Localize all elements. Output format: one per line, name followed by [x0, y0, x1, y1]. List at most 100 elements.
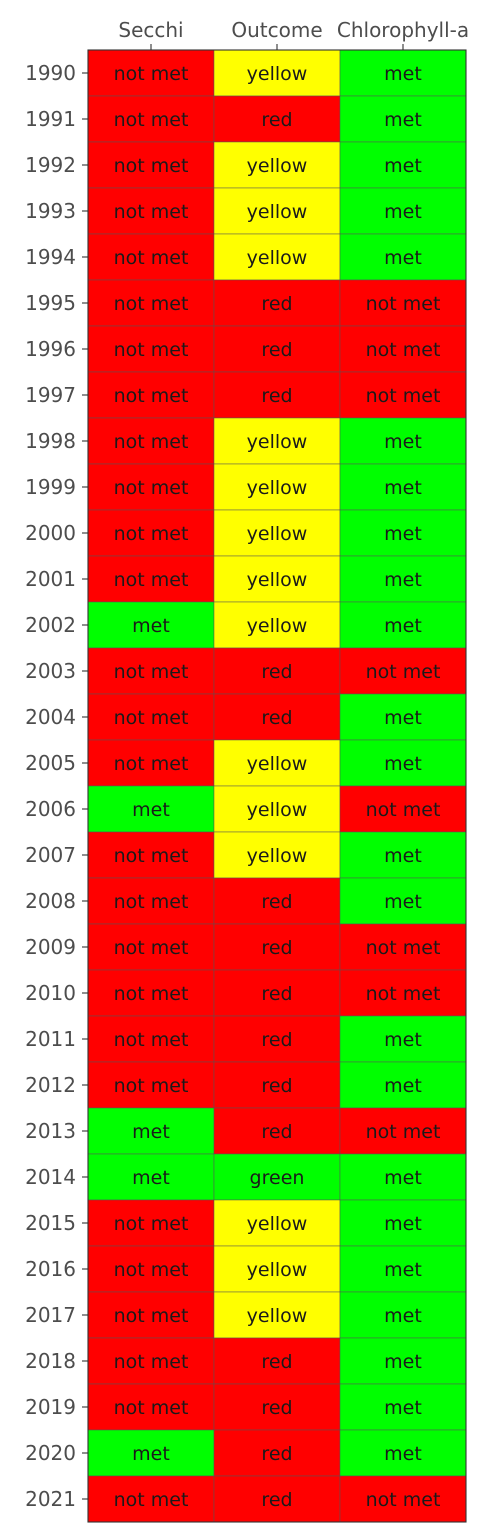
cell-label: met	[384, 1029, 422, 1051]
heatmap-cell	[213, 325, 341, 373]
cell-label: yellow	[247, 523, 308, 545]
cell-label: not met	[114, 1305, 189, 1327]
heatmap-cell	[213, 969, 341, 1017]
cell-label: not met	[366, 937, 441, 959]
row-tick-label: 1994	[25, 245, 76, 269]
cell-label: not met	[114, 937, 189, 959]
column-axis: Secchi Outcome Chlorophyll-a	[118, 18, 469, 50]
row-tick-label: 2012	[25, 1073, 76, 1097]
row-axis: 1990 1991 1992 1993 1994 1995 1996 1997 1998 1999…	[25, 61, 88, 1511]
heatmap-cell	[339, 1475, 467, 1523]
heatmap-cell	[87, 371, 215, 419]
heatmap-cell	[87, 1107, 215, 1155]
cell-label: not met	[114, 661, 189, 683]
cell-label: met	[384, 1305, 422, 1327]
row-tick-label: 2009	[25, 935, 76, 959]
row-tick-label: 2011	[25, 1027, 76, 1051]
heatmap-cell	[213, 463, 341, 511]
cell-label: not met	[114, 1351, 189, 1373]
cell-label: met	[384, 1259, 422, 1281]
heatmap-cell	[213, 877, 341, 925]
cell-label: not met	[114, 1397, 189, 1419]
column-tick-label: Secchi	[118, 18, 183, 42]
heatmap-cell	[339, 417, 467, 465]
row-tick-label: 2013	[25, 1119, 76, 1143]
cell-label: not met	[114, 1213, 189, 1235]
heatmap-cell	[213, 1475, 341, 1523]
heatmap-cell	[213, 1199, 341, 1247]
cell-label: met	[384, 201, 422, 223]
heatmap-cell	[339, 739, 467, 787]
row-tick-label: 2021	[25, 1487, 76, 1511]
heatmap-cell	[87, 1015, 215, 1063]
cell-label: not met	[114, 1259, 189, 1281]
heatmap-cell	[87, 785, 215, 833]
heatmap-cell	[213, 1291, 341, 1339]
row-tick-label: 2000	[25, 521, 76, 545]
row-tick-label: 2001	[25, 567, 76, 591]
row-tick-label: 1991	[25, 107, 76, 131]
cell-label: met	[384, 845, 422, 867]
heatmap-cell	[339, 95, 467, 143]
cell-label: met	[384, 431, 422, 453]
cell-label: met	[384, 1213, 422, 1235]
cell-label: met	[384, 1351, 422, 1373]
cell-label: not met	[114, 569, 189, 591]
cell-label: not met	[366, 661, 441, 683]
row-tick-label: 2018	[25, 1349, 76, 1373]
row-tick-label: 2004	[25, 705, 76, 729]
heatmap-cell	[87, 877, 215, 925]
row-tick-label: 1997	[25, 383, 76, 407]
heatmap-cell	[213, 739, 341, 787]
cell-label: not met	[114, 753, 189, 775]
cell-label: yellow	[247, 845, 308, 867]
cell-label: red	[261, 891, 292, 913]
cell-label: met	[384, 615, 422, 637]
heatmap-cell	[339, 1199, 467, 1247]
row-tick-label: 2005	[25, 751, 76, 775]
cell-label: red	[261, 937, 292, 959]
row-tick-label: 2003	[25, 659, 76, 683]
cell-label: red	[261, 339, 292, 361]
cell-label: yellow	[247, 201, 308, 223]
heatmap-cell	[339, 1107, 467, 1155]
heatmap-cell	[339, 1245, 467, 1293]
cell-label: yellow	[247, 569, 308, 591]
cell-label: met	[384, 1397, 422, 1419]
cell-label: not met	[366, 293, 441, 315]
heatmap-cell	[213, 1383, 341, 1431]
cell-label: not met	[114, 385, 189, 407]
heatmap-cell	[87, 1383, 215, 1431]
row-tick-label: 1990	[25, 61, 76, 85]
cell-label: met	[384, 707, 422, 729]
heatmap-cell	[339, 1061, 467, 1109]
cell-label: not met	[114, 845, 189, 867]
heatmap-cell	[87, 417, 215, 465]
cell-label: red	[261, 661, 292, 683]
heatmap-cell	[213, 95, 341, 143]
heatmap-cell	[213, 831, 341, 879]
cell-label: not met	[114, 477, 189, 499]
heatmap-cell	[213, 785, 341, 833]
cell-label: red	[261, 1489, 292, 1511]
heatmap-cell	[87, 1475, 215, 1523]
heatmap-cell	[213, 141, 341, 189]
cell-label: met	[132, 1443, 170, 1465]
cell-label: yellow	[247, 155, 308, 177]
cell-label: not met	[114, 1029, 189, 1051]
heatmap-cell	[87, 601, 215, 649]
cell-label: red	[261, 1351, 292, 1373]
row-tick-label: 2020	[25, 1441, 76, 1465]
cell-label: red	[261, 1121, 292, 1143]
cell-label: yellow	[247, 1305, 308, 1327]
heatmap-cell	[339, 325, 467, 373]
heatmap-cell	[339, 1153, 467, 1201]
cell-label: met	[384, 523, 422, 545]
cell-label: not met	[114, 523, 189, 545]
cell-label: met	[384, 891, 422, 913]
heatmap-cell	[87, 1429, 215, 1477]
cell-label: met	[384, 155, 422, 177]
heatmap-cell	[213, 923, 341, 971]
cell-label: red	[261, 983, 292, 1005]
heatmap-cell	[87, 49, 215, 97]
